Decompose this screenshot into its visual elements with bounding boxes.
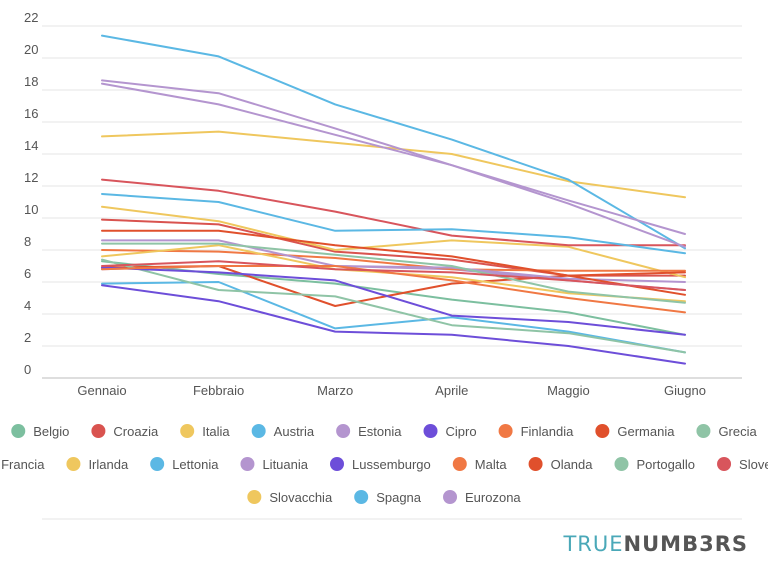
series-line-estonia: [101, 265, 686, 291]
legend-label: Slovacchia: [269, 490, 333, 505]
x-tick-label: Gennaio: [77, 383, 126, 398]
legend-swatch: [180, 424, 195, 438]
legend-label: Finlandia: [521, 424, 575, 439]
y-tick-label: 8: [24, 234, 31, 249]
legend-label: Spagna: [376, 490, 422, 505]
legend-label: Lussemburgo: [352, 457, 431, 472]
brand-part-1: TRUE: [563, 532, 624, 556]
y-tick-label: 0: [24, 362, 31, 377]
legend-label: Portogallo: [637, 457, 696, 472]
legend-swatch: [696, 424, 711, 438]
legend-swatch: [91, 424, 106, 438]
y-tick-label: 6: [24, 266, 31, 281]
legend-label: Italia: [202, 424, 230, 439]
legend-label: Lettonia: [172, 457, 219, 472]
legend-label: Belgio: [33, 424, 69, 439]
legend-label: Irlanda: [88, 457, 129, 472]
series-line-portogallo: [101, 242, 686, 304]
legend-label: Slovenia: [739, 457, 768, 472]
series-line-spagna: [101, 34, 686, 250]
legend-swatch: [443, 490, 458, 504]
legend-swatch: [330, 457, 344, 471]
x-tick-label: Marzo: [317, 383, 353, 398]
legend-label: Croazia: [113, 424, 159, 439]
legend-swatch: [614, 457, 629, 471]
legend-swatch: [251, 424, 266, 438]
legend-swatch: [354, 490, 369, 504]
y-tick-label: 16: [24, 106, 38, 121]
legend-swatch: [595, 424, 610, 438]
legend-swatch: [336, 424, 351, 438]
y-tick-label: 2: [24, 330, 31, 345]
y-tick-label: 20: [24, 42, 38, 57]
legend-swatch: [452, 457, 467, 471]
series-line-malta: [101, 265, 686, 314]
brand-part-2: NUMB3RS: [623, 532, 748, 556]
x-tick-label: Giugno: [664, 383, 706, 398]
series-line-olanda: [101, 229, 686, 296]
legend-swatch: [11, 424, 26, 438]
series-line-grecia: [101, 258, 686, 354]
series-line-lettonia: [101, 193, 686, 255]
series-line-finlandia: [101, 249, 686, 272]
legend-swatch: [247, 490, 262, 504]
x-tick-label: Maggio: [547, 383, 590, 398]
legend-swatch: [717, 457, 732, 471]
y-tick-label: 10: [24, 202, 38, 217]
legend-swatch: [66, 457, 81, 471]
series-line-cipro: [101, 284, 686, 365]
series-line-francia: [101, 178, 686, 247]
legend-label: Estonia: [358, 424, 402, 439]
x-tick-label: Aprile: [435, 383, 468, 398]
y-tick-label: 12: [24, 170, 38, 185]
series-line-slovacchia: [101, 130, 686, 199]
legend-swatch: [423, 424, 438, 438]
legend-label: Austria: [274, 424, 315, 439]
series-line: [101, 79, 686, 248]
brand-logo: TRUENUMB3RS: [563, 532, 748, 556]
series-line-austria: [101, 281, 686, 354]
legend-label: Cipro: [446, 424, 477, 439]
y-tick-label: 4: [24, 298, 31, 313]
legend-label: Malta: [475, 457, 508, 472]
series-line-lussemburgo: [101, 266, 686, 336]
legend-swatch: [240, 457, 255, 471]
legend-label: Eurozona: [465, 490, 521, 505]
legend-label: Germania: [617, 424, 675, 439]
legend-swatch: [528, 457, 543, 471]
legend-label: Francia: [1, 457, 45, 472]
legend-label: Lituania: [262, 457, 308, 472]
y-tick-label: 14: [24, 138, 38, 153]
series-line-slovenia: [101, 260, 686, 291]
x-tick-label: Febbraio: [193, 383, 244, 398]
legend-label: Olanda: [551, 457, 594, 472]
y-tick-label: 22: [24, 10, 38, 25]
legend-swatch: [150, 457, 165, 471]
y-tick-label: 18: [24, 74, 38, 89]
series-line-italia: [101, 205, 686, 279]
series-line-eurozona: [101, 82, 686, 235]
legend-label: Grecia: [718, 424, 757, 439]
legend-swatch: [498, 424, 513, 438]
